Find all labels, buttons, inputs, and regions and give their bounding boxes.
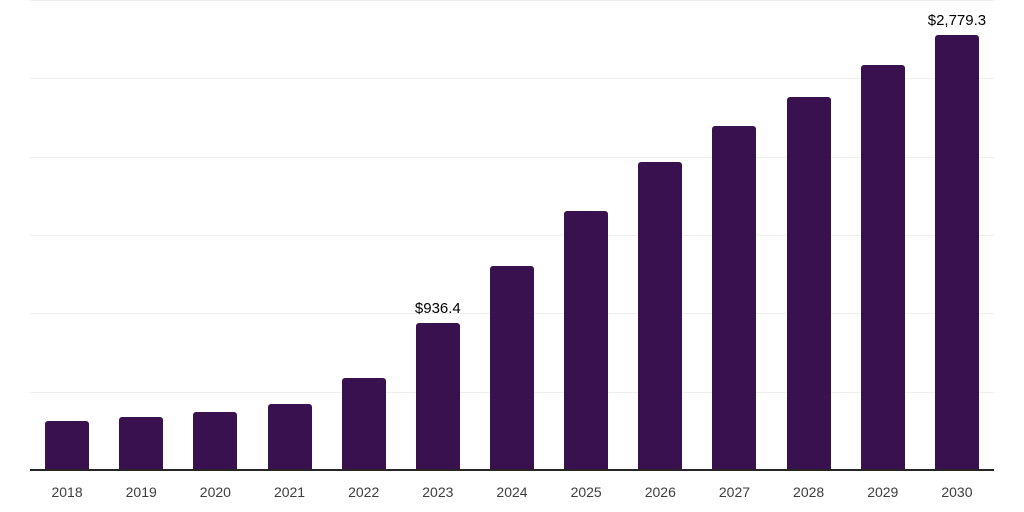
gridline-3000	[30, 0, 994, 1]
bar-2020	[193, 412, 238, 470]
bar-2027	[712, 126, 757, 470]
bar-2024	[490, 266, 534, 470]
x-tick-2022: 2022	[348, 484, 380, 500]
x-tick-2021: 2021	[273, 484, 306, 500]
x-tick-2030: 2030	[941, 484, 973, 500]
x-tick-2027: 2027	[718, 484, 751, 500]
bar-2019	[119, 417, 164, 470]
bar-2021	[267, 404, 312, 470]
gridline-1500	[30, 235, 994, 236]
x-tick-2018: 2018	[51, 484, 83, 500]
x-tick-2020: 2020	[199, 484, 231, 500]
x-tick-2025: 2025	[570, 484, 602, 500]
bar-2025	[564, 211, 609, 470]
x-tick-2023: 2023	[422, 484, 454, 500]
plot-area: $936.4 $2,779.3	[30, 0, 994, 470]
bar-2026	[638, 162, 683, 470]
x-tick-2024: 2024	[496, 484, 528, 500]
bar-2023	[415, 323, 460, 470]
x-tick-2026: 2026	[644, 484, 676, 500]
x-tick-2029: 2029	[867, 484, 899, 500]
bar-2028	[786, 97, 831, 470]
bar-2018	[45, 421, 90, 470]
data-label-2023: $936.4	[414, 300, 461, 318]
data-label-2030: $2,779.3	[927, 11, 987, 29]
x-axis-line	[30, 469, 994, 471]
gridline-2500	[30, 78, 994, 80]
bar-2029	[860, 65, 905, 470]
bar-2022	[341, 378, 386, 470]
x-tick-2028: 2028	[793, 484, 825, 500]
x-tick-2019: 2019	[125, 484, 157, 500]
gridline-2000	[30, 156, 994, 158]
bar-2030	[934, 34, 979, 470]
